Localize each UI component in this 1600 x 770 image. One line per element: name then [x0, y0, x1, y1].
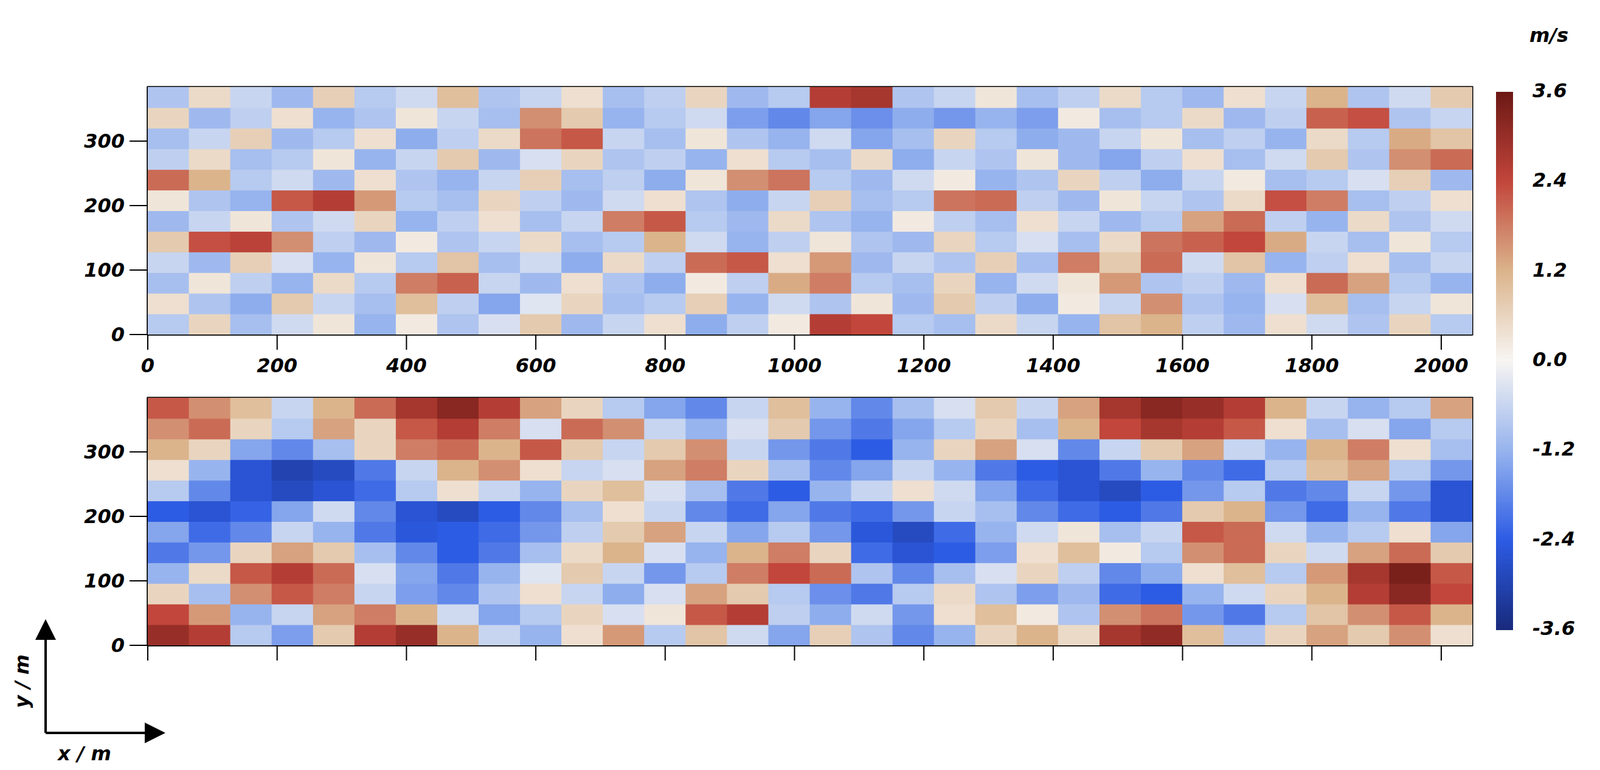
svg-text:1200: 1200	[896, 353, 952, 378]
svg-text:3.6: 3.6	[1532, 79, 1568, 103]
svg-text:400: 400	[385, 353, 427, 378]
svg-text:1800: 1800	[1284, 353, 1340, 378]
svg-text:800: 800	[644, 353, 686, 378]
svg-text:100: 100	[83, 569, 125, 593]
svg-text:x / m: x / m	[56, 741, 112, 766]
svg-text:200: 200	[256, 353, 298, 378]
svg-text:0: 0	[111, 322, 125, 347]
svg-text:600: 600	[515, 353, 557, 378]
svg-text:y / m: y / m	[10, 654, 34, 708]
svg-text:0: 0	[111, 633, 125, 657]
svg-text:m/s: m/s	[1529, 23, 1569, 47]
svg-text:-3.6: -3.6	[1532, 616, 1576, 640]
svg-text:300: 300	[83, 129, 125, 153]
svg-text:1600: 1600	[1155, 353, 1210, 378]
svg-text:1.2: 1.2	[1532, 258, 1568, 282]
svg-text:2.4: 2.4	[1532, 168, 1568, 192]
svg-text:1000: 1000	[767, 353, 822, 378]
svg-text:-1.2: -1.2	[1532, 437, 1576, 461]
svg-text:200: 200	[83, 193, 125, 218]
svg-text:100: 100	[83, 258, 125, 282]
svg-text:-2.4: -2.4	[1532, 527, 1576, 551]
svg-text:0: 0	[141, 353, 155, 378]
svg-text:0.0: 0.0	[1532, 347, 1568, 371]
svg-text:200: 200	[83, 504, 125, 528]
svg-text:300: 300	[83, 440, 125, 464]
svg-text:2000: 2000	[1413, 353, 1469, 378]
svg-text:1400: 1400	[1025, 353, 1081, 378]
